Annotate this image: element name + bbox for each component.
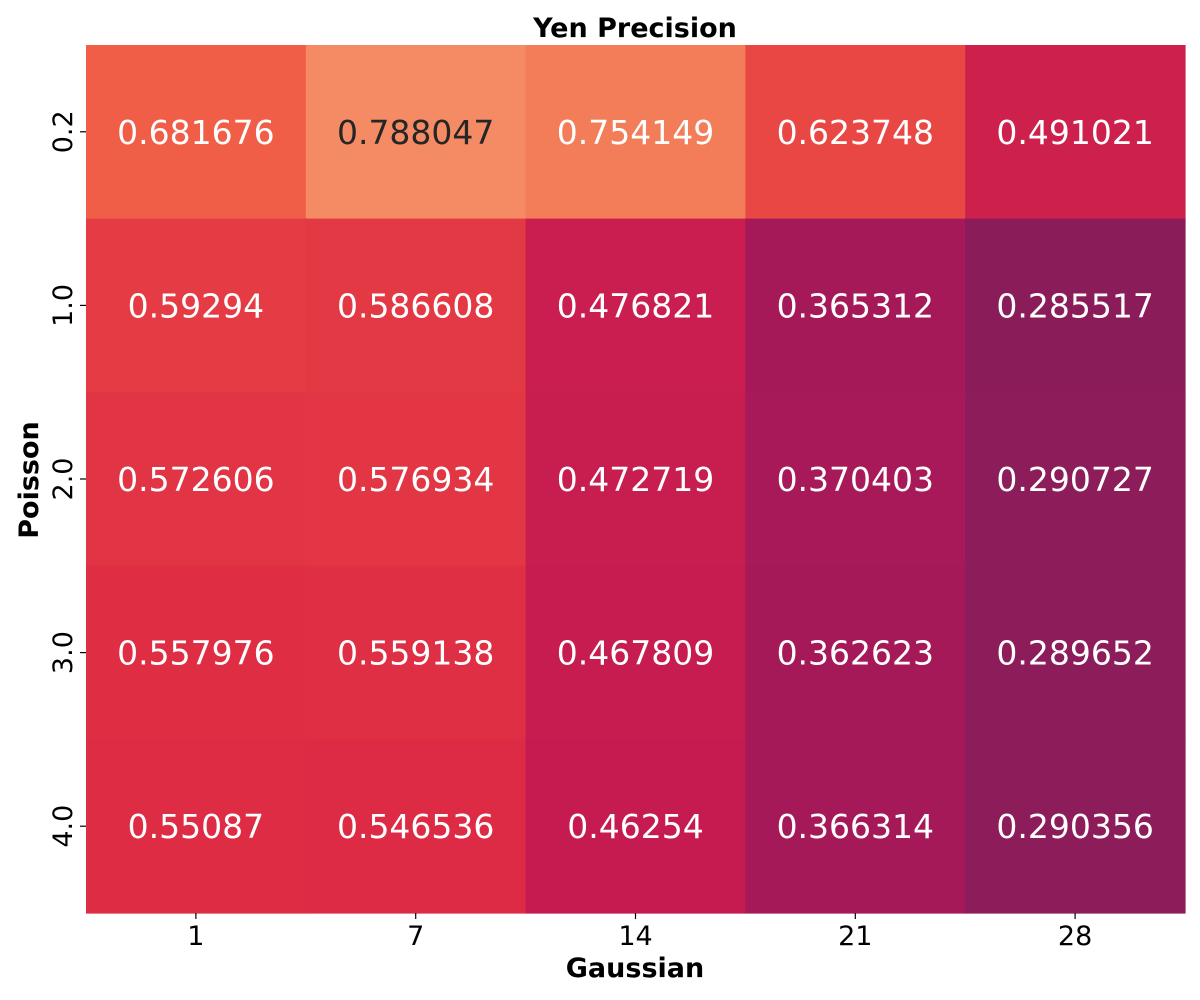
y-axis-label: Poisson <box>14 421 45 539</box>
heatmap-cell-label: 0.55087 <box>128 807 264 846</box>
x-axis-label: Gaussian <box>566 953 704 984</box>
heatmap-cell-label: 0.754149 <box>557 113 714 152</box>
heatmap-cell-label: 0.623748 <box>777 113 934 152</box>
heatmap-cell-label: 0.362623 <box>777 634 934 673</box>
heatmap-cell <box>305 565 527 740</box>
x-axis: 1 7 14 21 28 <box>187 913 1092 952</box>
heatmap-cells <box>86 45 1186 914</box>
heatmap-cell <box>86 565 307 740</box>
y-tick-label: 1.0 <box>48 284 79 327</box>
heatmap-cell-label: 0.476821 <box>557 286 714 325</box>
y-tick-label: 2.0 <box>48 458 79 501</box>
heatmap-cell <box>86 218 307 393</box>
heatmap-cell-label: 0.559138 <box>337 634 494 673</box>
heatmap-cell-label: 0.572606 <box>117 460 274 499</box>
heatmap-cell-label: 0.289652 <box>996 634 1153 673</box>
heatmap-cell <box>965 739 1186 914</box>
heatmap-cell <box>305 739 527 914</box>
heatmap-cell-label: 0.370403 <box>777 460 934 499</box>
heatmap-cell-labels: 0.681676 0.788047 0.754149 0.623748 0.491021… <box>117 113 1154 846</box>
heatmap-cell-label: 0.681676 <box>117 113 274 152</box>
heatmap-cell-label: 0.366314 <box>777 807 934 846</box>
heatmap-cell <box>965 45 1186 220</box>
heatmap-cell <box>525 565 746 740</box>
heatmap-cell-label: 0.290356 <box>996 807 1153 846</box>
y-tick-label: 4.0 <box>48 805 79 848</box>
heatmap-cell <box>305 45 527 220</box>
heatmap-cell <box>745 739 966 914</box>
heatmap-cell <box>305 392 527 567</box>
x-tick-label: 1 <box>187 921 204 952</box>
heatmap-cell-label: 0.365312 <box>777 286 934 325</box>
heatmap-cell-label: 0.576934 <box>337 460 494 499</box>
heatmap-cell <box>525 218 746 393</box>
chart-title: Yen Precision <box>532 13 737 44</box>
heatmap-cell-label: 0.285517 <box>996 286 1153 325</box>
heatmap-cell-label: 0.586608 <box>337 286 494 325</box>
y-tick-label: 0.2 <box>48 110 79 153</box>
x-tick-label: 21 <box>838 921 872 952</box>
heatmap-cell-label: 0.546536 <box>337 807 494 846</box>
heatmap-cell-label: 0.59294 <box>128 286 264 325</box>
y-axis: 0.2 1.0 2.0 3.0 4.0 <box>48 110 86 848</box>
heatmap-cell <box>86 45 307 220</box>
x-tick-label: 28 <box>1058 921 1092 952</box>
heatmap-cell <box>745 45 966 220</box>
heatmap-cell <box>965 565 1186 740</box>
heatmap-cell <box>525 45 746 220</box>
heatmap-cell <box>745 218 966 393</box>
heatmap-cell <box>525 739 746 914</box>
heatmap-cell-label: 0.788047 <box>337 113 494 152</box>
heatmap-cell <box>86 739 307 914</box>
heatmap-cell <box>965 392 1186 567</box>
heatmap-cell-label: 0.557976 <box>117 634 274 673</box>
heatmap-cell-label: 0.472719 <box>557 460 714 499</box>
heatmap-cell <box>525 392 746 567</box>
heatmap-cell <box>305 218 527 393</box>
heatmap-cell <box>745 565 966 740</box>
heatmap-cell <box>745 392 966 567</box>
heatmap-cell <box>965 218 1186 393</box>
x-tick-label: 14 <box>618 921 652 952</box>
heatmap-cell-label: 0.46254 <box>567 807 703 846</box>
x-tick-label: 7 <box>407 921 424 952</box>
heatmap-cell-label: 0.290727 <box>996 460 1153 499</box>
heatmap-cell-label: 0.491021 <box>996 113 1153 152</box>
heatmap-cell-label: 0.467809 <box>557 634 714 673</box>
y-tick-label: 3.0 <box>48 631 79 674</box>
heatmap-cell <box>86 392 307 567</box>
